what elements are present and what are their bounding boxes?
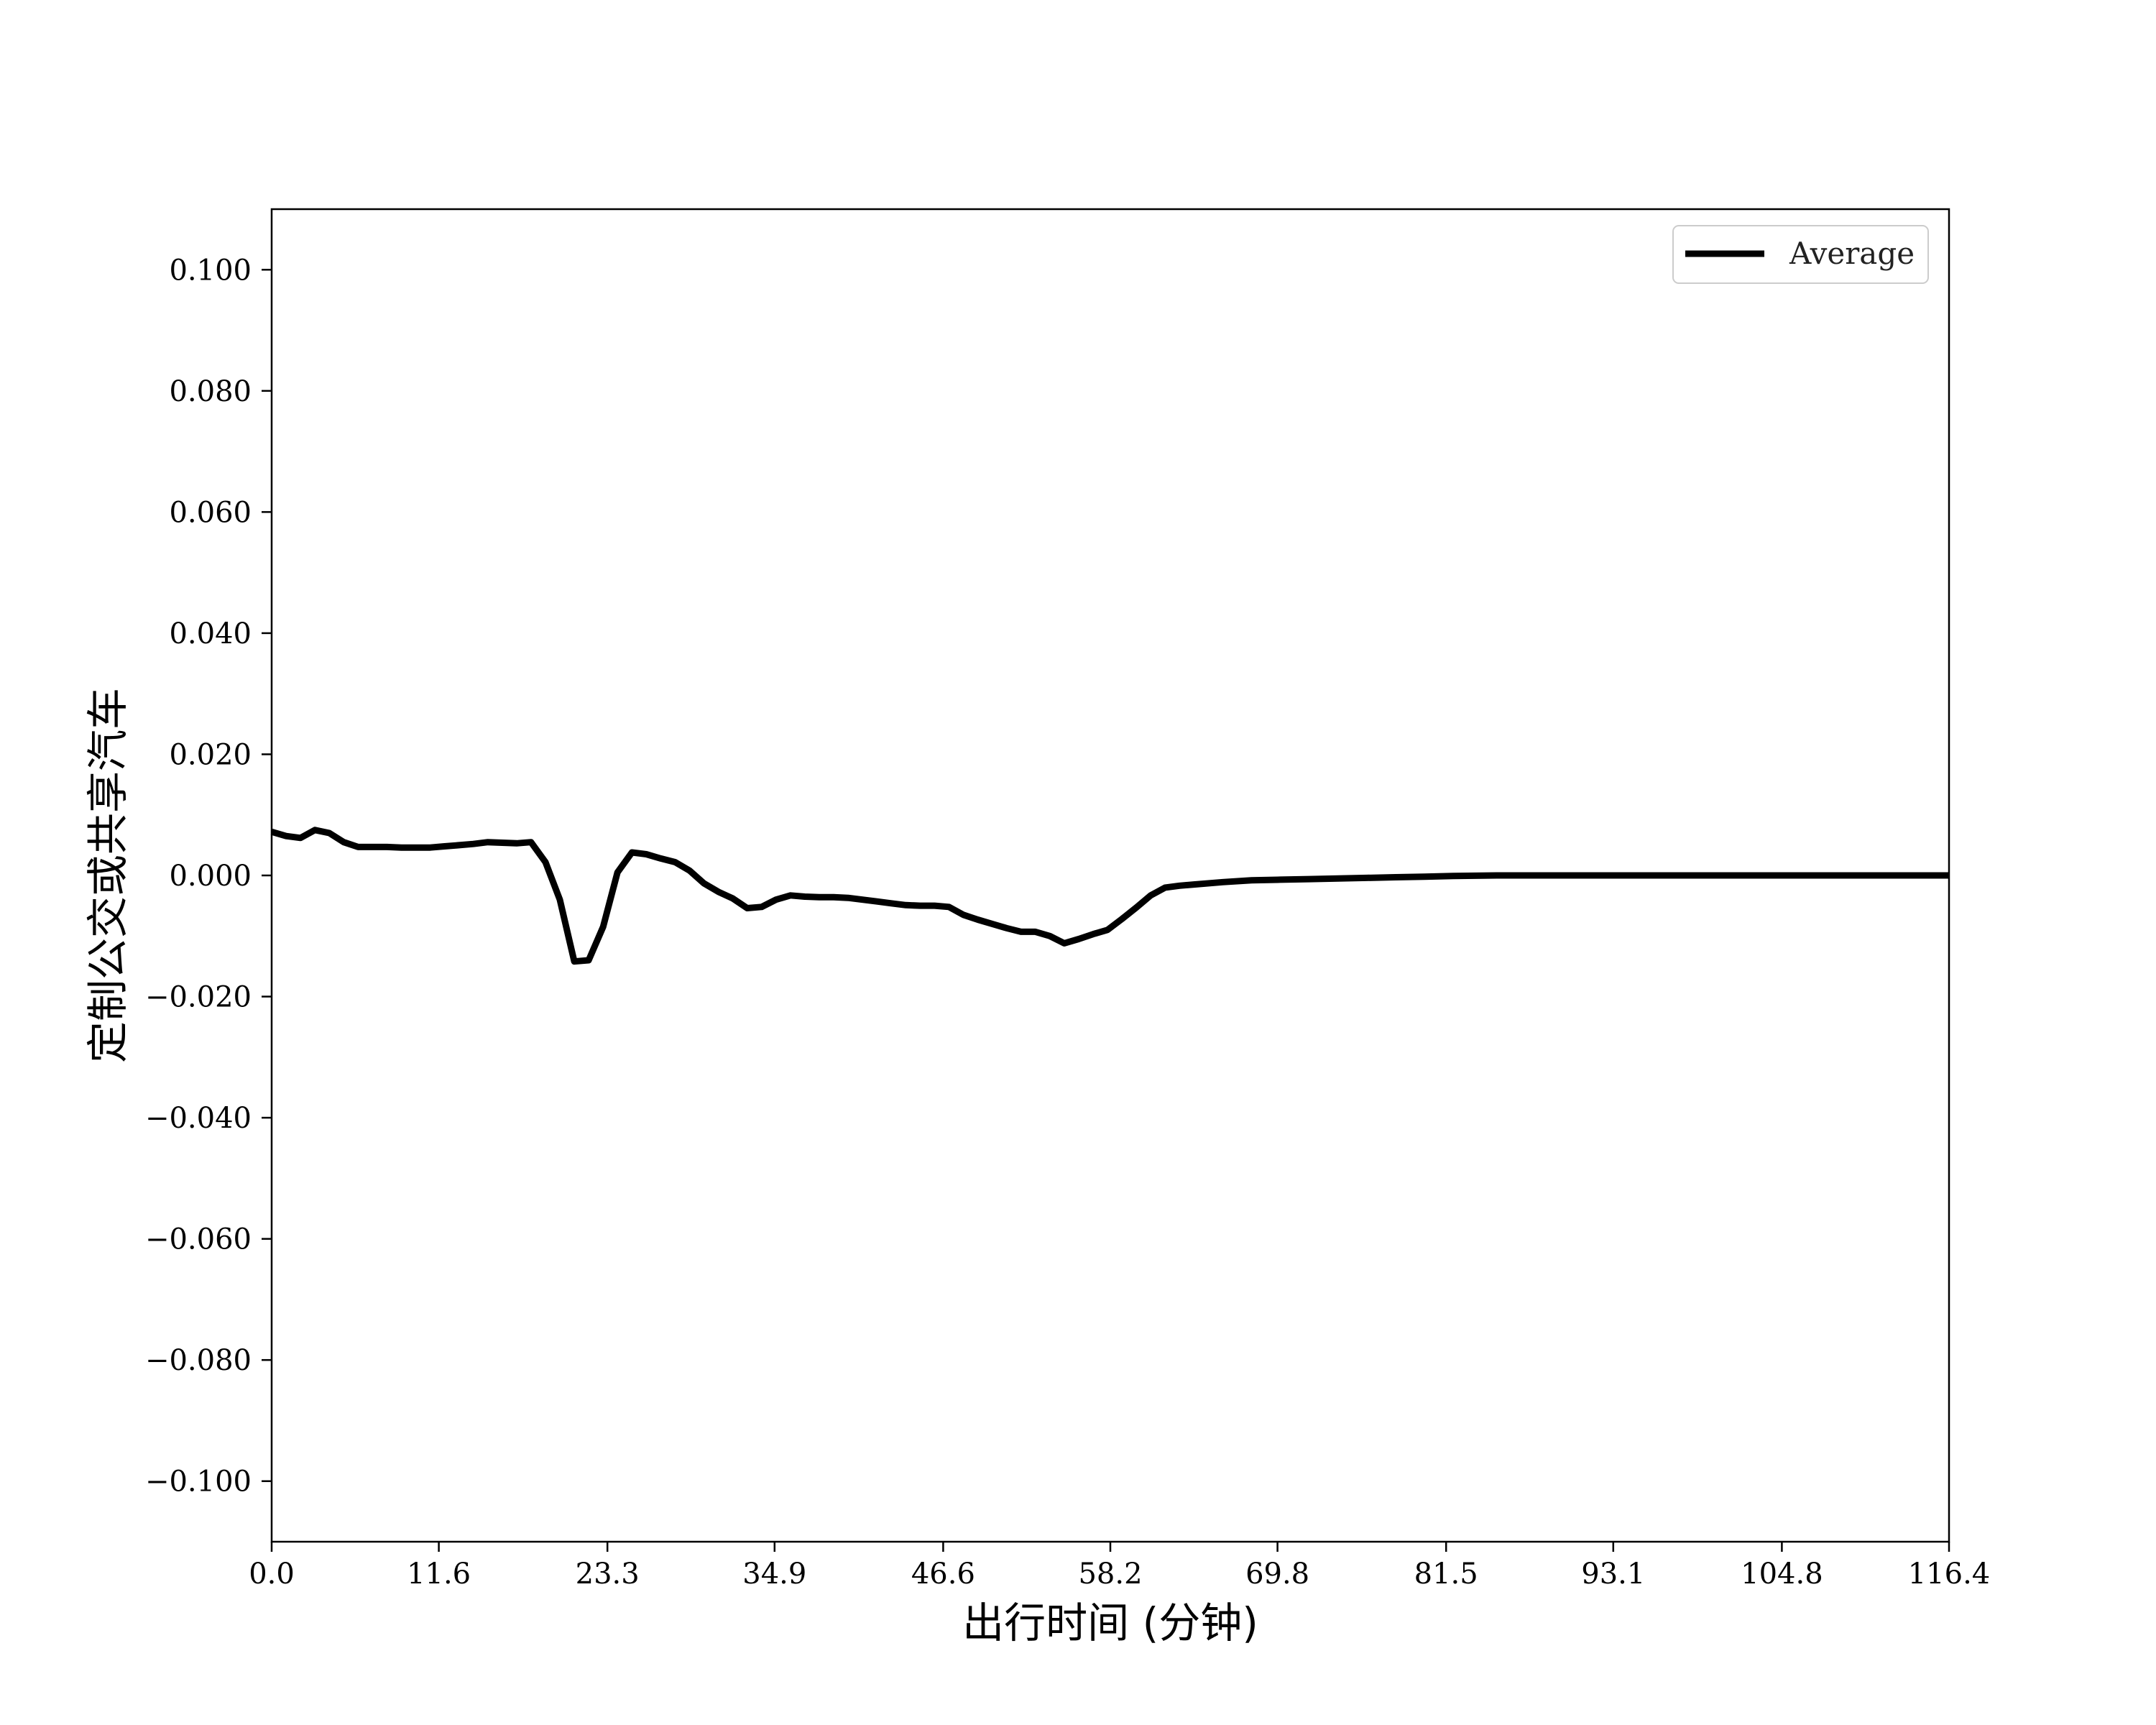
x-tick-label: 34.9 [742, 1558, 806, 1591]
y-tick-label: −0.060 [145, 1223, 252, 1256]
x-tick-label: 116.4 [1908, 1558, 1991, 1591]
x-tick-label: 58.2 [1078, 1558, 1142, 1591]
y-tick-label: −0.020 [145, 981, 252, 1014]
y-tick-label: 0.060 [169, 496, 252, 529]
x-tick-label: 23.3 [576, 1558, 640, 1591]
x-axis-title: 出行时间 (分钟) [962, 1598, 1258, 1647]
y-tick-label: 0.100 [169, 254, 252, 287]
series-layer [270, 827, 1949, 965]
x-tick-label: 104.8 [1741, 1558, 1823, 1591]
x-tick-label: 11.6 [407, 1558, 471, 1591]
y-tick-label: 0.000 [169, 860, 252, 893]
legend-box [1672, 225, 1929, 284]
x-tick-label: 93.1 [1581, 1558, 1645, 1591]
legend-label-average: Average [1789, 236, 1915, 271]
legend: Average [1672, 225, 1929, 284]
plot-frame [270, 208, 1950, 1543]
y-axis-ticks: 0.100 0.080 0.060 0.040 0.020 0.000 −0.020 −0.0… [145, 254, 272, 1499]
x-axis-ticks: 0.0 11.6 23.3 34.9 46.6 58.2 69.8 81.5 93.1 104.8… [249, 1542, 1990, 1591]
series-line-average [270, 827, 1949, 965]
y-tick-label: 0.080 [169, 375, 252, 408]
y-tick-label: −0.040 [145, 1102, 252, 1135]
x-tick-label: 81.5 [1414, 1558, 1478, 1591]
y-tick-label: −0.080 [145, 1344, 252, 1377]
y-tick-label: −0.100 [145, 1466, 252, 1499]
x-tick-label: 46.6 [911, 1558, 975, 1591]
y-tick-label: 0.020 [169, 738, 252, 771]
y-tick-label: 0.040 [169, 617, 252, 650]
x-tick-label: 0.0 [249, 1558, 295, 1591]
y-axis-title: 定制公交或共享汽车 [83, 688, 132, 1063]
x-tick-label: 69.8 [1245, 1558, 1309, 1591]
